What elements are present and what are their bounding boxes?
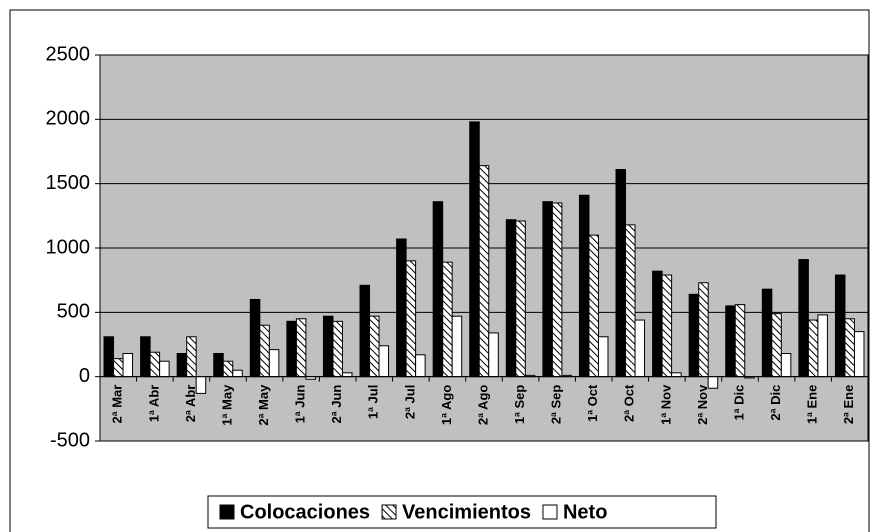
bar <box>551 202 563 378</box>
bar <box>734 304 746 378</box>
bar <box>671 372 682 378</box>
x-tick-label: 1ª Abr <box>146 385 161 423</box>
legend-label: Vencimientos <box>402 501 531 523</box>
legend-swatch <box>381 504 397 520</box>
x-tick-label: 2ª Jun <box>329 385 344 424</box>
bar <box>771 313 782 378</box>
x-tick-label: 2ª Dic <box>768 385 783 421</box>
bar <box>140 336 151 378</box>
legend-swatch <box>542 504 558 520</box>
legend-swatch <box>219 504 235 520</box>
y-tick-label: 2000 <box>46 108 91 130</box>
x-tick-label: 1ª Dic <box>731 385 746 421</box>
bar <box>478 165 490 378</box>
bar <box>688 293 700 378</box>
x-tick-label: 2ª May <box>256 384 271 426</box>
y-tick-label: 1000 <box>46 236 91 258</box>
bar <box>359 284 371 378</box>
bar <box>103 336 115 378</box>
bar <box>341 372 353 378</box>
x-tick-label: 1ª Jul <box>366 385 381 419</box>
bar <box>451 315 463 378</box>
bar <box>469 121 480 378</box>
bar <box>588 234 599 378</box>
x-tick-label: 1ª Ene <box>805 385 820 425</box>
bar <box>844 318 855 378</box>
bar <box>322 315 334 378</box>
x-tick-label: 1ª Ago <box>439 385 454 426</box>
bar <box>249 298 261 378</box>
x-tick-label: 1ª Nov <box>658 384 673 425</box>
bar <box>488 332 499 378</box>
x-tick-label: 1ª May <box>219 384 234 426</box>
bar <box>542 201 553 378</box>
bar <box>707 376 719 389</box>
bar <box>369 315 380 378</box>
bar <box>268 349 280 378</box>
legend-box <box>207 495 717 529</box>
bar <box>817 314 828 378</box>
bar <box>259 324 270 378</box>
bar <box>213 353 224 378</box>
x-tick-label: 1ª Jun <box>293 385 308 424</box>
bar <box>725 305 736 378</box>
bar <box>652 270 663 378</box>
y-tick-label: 500 <box>57 301 90 323</box>
x-tick-label: 2ª Ene <box>841 385 856 425</box>
x-tick-label: 2ª Nov <box>695 384 710 425</box>
y-tick-label: 0 <box>79 365 90 387</box>
x-tick-label: 1ª Sep <box>512 385 527 425</box>
bar <box>615 169 627 378</box>
bar <box>442 261 453 378</box>
y-tick-label: -500 <box>50 429 90 451</box>
bar <box>798 259 809 378</box>
legend-label: Neto <box>563 501 607 523</box>
bar <box>432 201 444 378</box>
y-tick-label: 1500 <box>46 172 91 194</box>
bar <box>761 288 773 378</box>
bar <box>515 220 526 378</box>
bar <box>186 336 197 378</box>
bar <box>176 353 188 378</box>
x-tick-label: 1ª Oct <box>585 384 600 422</box>
bar <box>295 318 307 378</box>
x-tick-label: 2ª Jul <box>402 385 417 419</box>
x-tick-label: 2ª Mar <box>110 385 125 424</box>
bar <box>578 194 590 378</box>
x-tick-label: 2ª Ago <box>475 385 490 426</box>
bar <box>286 320 297 378</box>
bar <box>222 360 234 378</box>
x-tick-label: 2ª Oct <box>622 384 637 422</box>
bar <box>405 260 417 378</box>
bar <box>232 369 243 378</box>
bar <box>113 358 124 378</box>
bar <box>634 319 646 378</box>
bar <box>853 331 865 378</box>
bar <box>698 282 709 378</box>
bar <box>505 219 517 378</box>
bar <box>195 376 207 394</box>
y-tick-label: 2500 <box>46 43 91 65</box>
bar <box>597 336 609 378</box>
bar <box>661 274 673 378</box>
bar <box>834 274 846 378</box>
x-tick-label: 2ª Sep <box>549 385 564 425</box>
bar <box>378 345 390 378</box>
bar <box>122 353 134 378</box>
bar <box>396 238 407 378</box>
x-tick-label: 2ª Abr <box>183 385 198 423</box>
bar <box>149 351 161 378</box>
bar <box>159 360 170 378</box>
bar <box>780 353 792 378</box>
bar <box>332 320 343 378</box>
bar <box>807 319 819 378</box>
bar <box>625 224 636 378</box>
bar <box>415 354 426 378</box>
legend-label: Colocaciones <box>240 501 370 523</box>
